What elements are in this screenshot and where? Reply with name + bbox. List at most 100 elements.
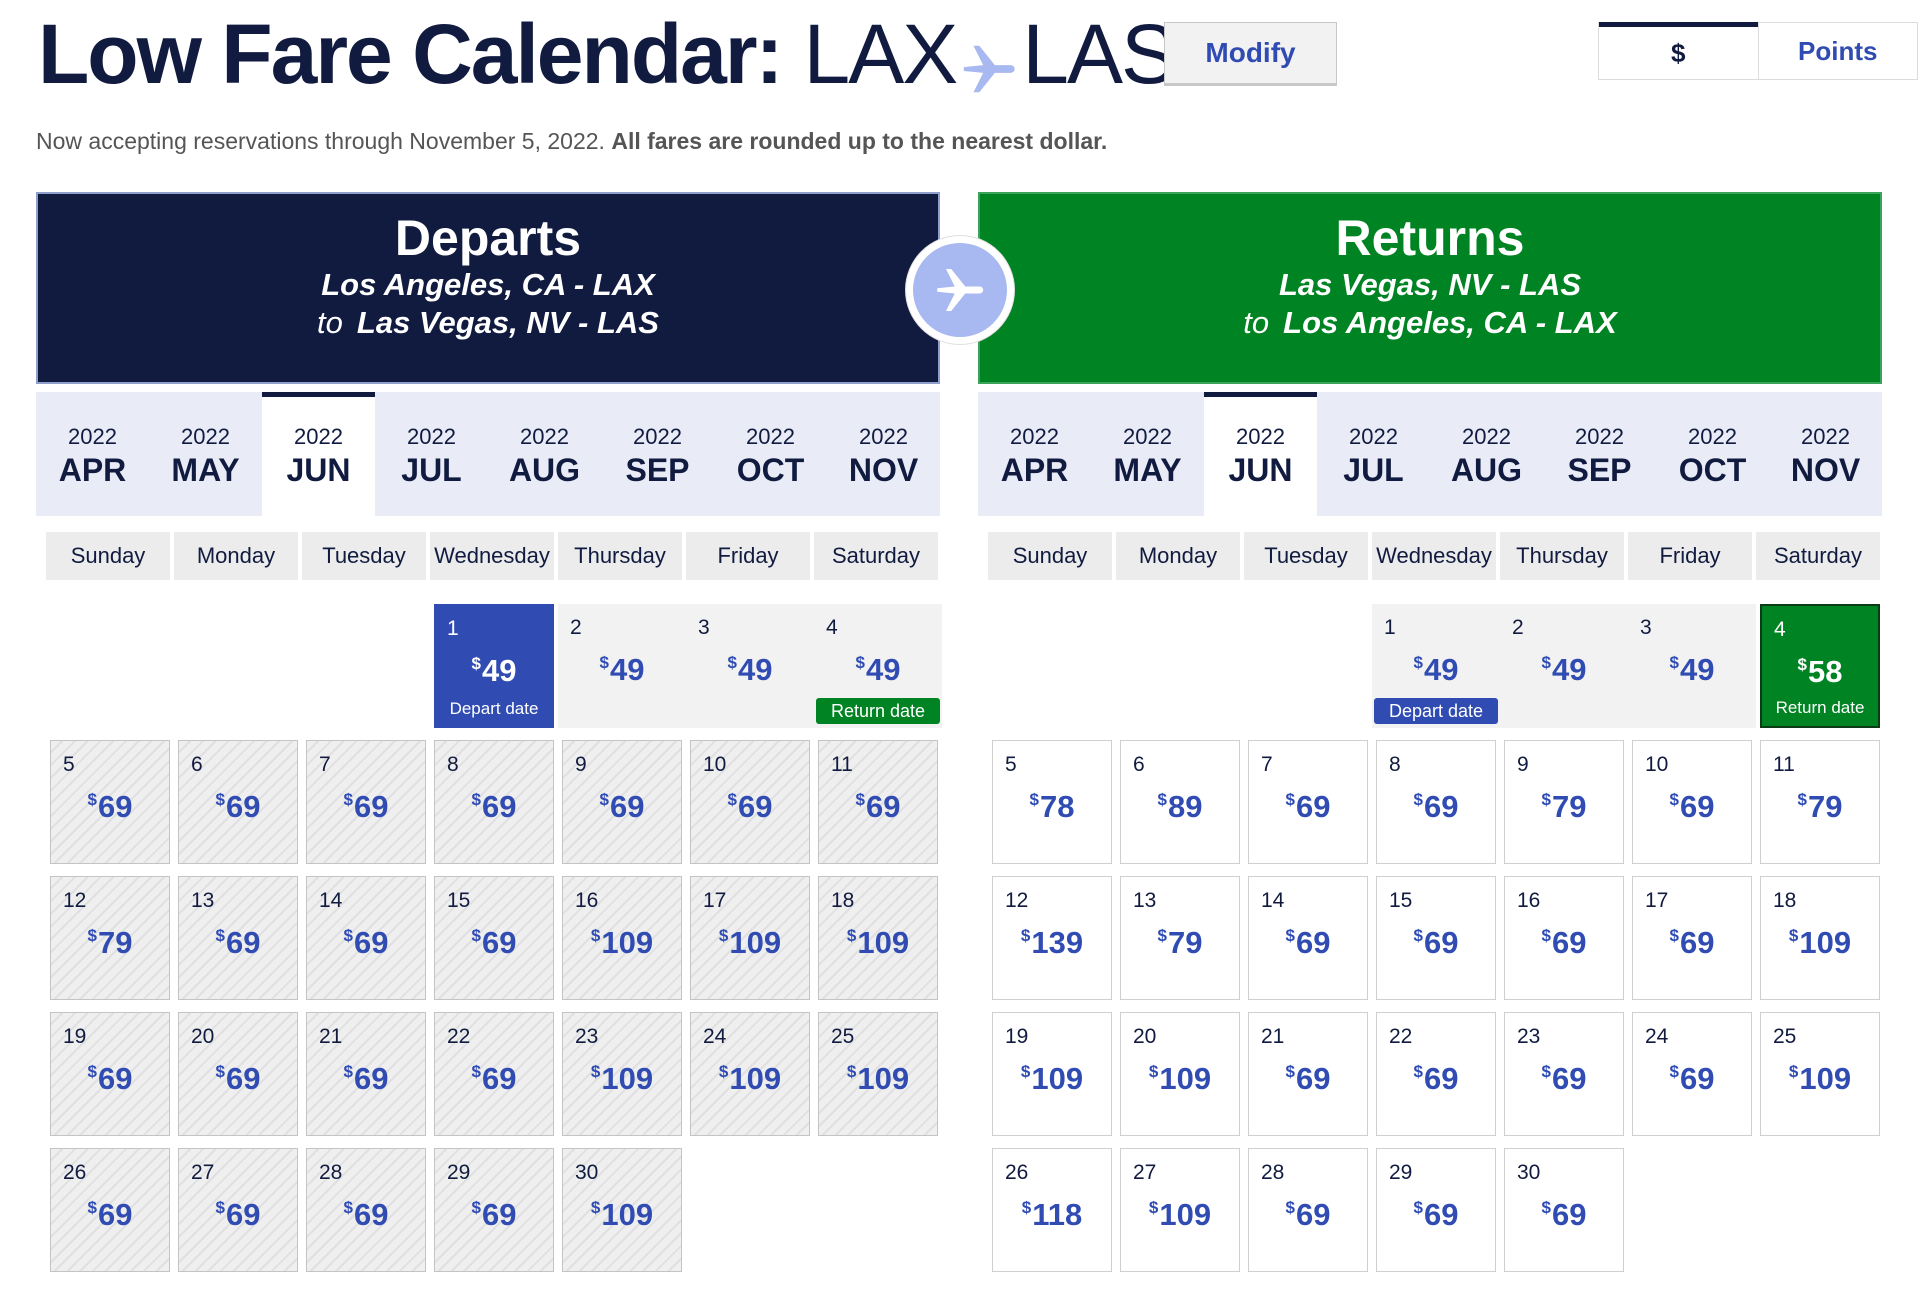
depart-day-14[interactable]: 14 $69 bbox=[306, 876, 426, 1000]
return-day-23[interactable]: 23 $69 bbox=[1504, 1012, 1624, 1136]
return-day-16[interactable]: 16 $69 bbox=[1504, 876, 1624, 1000]
fare-amount: 109 bbox=[1799, 1061, 1852, 1096]
return-day-2[interactable]: 2 $49 bbox=[1500, 604, 1628, 728]
month-year: 2022 bbox=[859, 424, 908, 449]
depart-month-tab-apr[interactable]: 2022 APR bbox=[36, 392, 149, 516]
depart-day-3[interactable]: 3 $49 bbox=[686, 604, 814, 728]
return-day-5[interactable]: 5 $78 bbox=[992, 740, 1112, 864]
depart-month-tab-oct[interactable]: 2022 OCT bbox=[714, 392, 827, 516]
fare-amount: 69 bbox=[481, 1197, 517, 1232]
currency-symbol: $ bbox=[1413, 1198, 1423, 1217]
depart-day-19[interactable]: 19 $69 bbox=[50, 1012, 170, 1136]
return-day-6[interactable]: 6 $89 bbox=[1120, 740, 1240, 864]
return-day-9[interactable]: 9 $79 bbox=[1504, 740, 1624, 864]
currency-symbol: $ bbox=[87, 1062, 97, 1081]
depart-day-21[interactable]: 21 $69 bbox=[306, 1012, 426, 1136]
return-day-17[interactable]: 17 $69 bbox=[1632, 876, 1752, 1000]
fare-price: $69 bbox=[179, 925, 297, 961]
depart-day-20[interactable]: 20 $69 bbox=[178, 1012, 298, 1136]
currency-symbol: $ bbox=[1413, 790, 1423, 809]
return-month-tab-may[interactable]: 2022 MAY bbox=[1091, 392, 1204, 516]
depart-day-15[interactable]: 15 $69 bbox=[434, 876, 554, 1000]
return-month-tab-jun[interactable]: 2022 JUN bbox=[1204, 392, 1317, 516]
depart-day-10[interactable]: 10 $69 bbox=[690, 740, 810, 864]
depart-day-8[interactable]: 8 $69 bbox=[434, 740, 554, 864]
depart-day-9[interactable]: 9 $69 bbox=[562, 740, 682, 864]
return-month-tab-nov[interactable]: 2022 NOV bbox=[1769, 392, 1882, 516]
return-day-19[interactable]: 19 $109 bbox=[992, 1012, 1112, 1136]
depart-day-5[interactable]: 5 $69 bbox=[50, 740, 170, 864]
depart-month-tab-nov[interactable]: 2022 NOV bbox=[827, 392, 940, 516]
return-day-21[interactable]: 21 $69 bbox=[1248, 1012, 1368, 1136]
return-day-24[interactable]: 24 $69 bbox=[1632, 1012, 1752, 1136]
currency-symbol: $ bbox=[343, 926, 353, 945]
depart-day-13[interactable]: 13 $69 bbox=[178, 876, 298, 1000]
return-day-7[interactable]: 7 $69 bbox=[1248, 740, 1368, 864]
return-day-3[interactable]: 3 $49 bbox=[1628, 604, 1756, 728]
fare-price: $69 bbox=[1377, 925, 1495, 961]
month-name: JUL bbox=[1343, 452, 1404, 488]
depart-day-29[interactable]: 29 $69 bbox=[434, 1148, 554, 1272]
depart-day-17[interactable]: 17 $109 bbox=[690, 876, 810, 1000]
return-day-22[interactable]: 22 $69 bbox=[1376, 1012, 1496, 1136]
return-day-27[interactable]: 27 $109 bbox=[1120, 1148, 1240, 1272]
return-day-12[interactable]: 12 $139 bbox=[992, 876, 1112, 1000]
modify-button[interactable]: Modify bbox=[1164, 22, 1337, 86]
day-number: 6 bbox=[1133, 753, 1145, 776]
return-day-29[interactable]: 29 $69 bbox=[1376, 1148, 1496, 1272]
fare-amount: 109 bbox=[1799, 925, 1852, 960]
return-day-25[interactable]: 25 $109 bbox=[1760, 1012, 1880, 1136]
depart-day-18[interactable]: 18 $109 bbox=[818, 876, 938, 1000]
depart-month-tab-sep[interactable]: 2022 SEP bbox=[601, 392, 714, 516]
depart-month-tab-aug[interactable]: 2022 AUG bbox=[488, 392, 601, 516]
depart-month-tab-jun[interactable]: 2022 JUN bbox=[262, 392, 375, 516]
depart-day-23[interactable]: 23 $109 bbox=[562, 1012, 682, 1136]
return-month-tab-apr[interactable]: 2022 APR bbox=[978, 392, 1091, 516]
depart-day-1[interactable]: 1 $49 Depart date bbox=[434, 604, 554, 728]
depart-day-27[interactable]: 27 $69 bbox=[178, 1148, 298, 1272]
depart-day-6[interactable]: 6 $69 bbox=[178, 740, 298, 864]
fare-price: $69 bbox=[1249, 1061, 1367, 1097]
depart-day-26[interactable]: 26 $69 bbox=[50, 1148, 170, 1272]
currency-symbol: $ bbox=[215, 1198, 225, 1217]
return-day-26[interactable]: 26 $118 bbox=[992, 1148, 1112, 1272]
depart-day-28[interactable]: 28 $69 bbox=[306, 1148, 426, 1272]
depart-day-25[interactable]: 25 $109 bbox=[818, 1012, 938, 1136]
depart-day-11[interactable]: 11 $69 bbox=[818, 740, 938, 864]
return-day-18[interactable]: 18 $109 bbox=[1760, 876, 1880, 1000]
depart-day-2[interactable]: 2 $49 bbox=[558, 604, 686, 728]
return-month-tab-sep[interactable]: 2022 SEP bbox=[1543, 392, 1656, 516]
return-day-13[interactable]: 13 $79 bbox=[1120, 876, 1240, 1000]
return-day-20[interactable]: 20 $109 bbox=[1120, 1012, 1240, 1136]
depart-month-tab-may[interactable]: 2022 MAY bbox=[149, 392, 262, 516]
return-day-14[interactable]: 14 $69 bbox=[1248, 876, 1368, 1000]
currency-points-option[interactable]: Points bbox=[1757, 22, 1917, 79]
return-day-10[interactable]: 10 $69 bbox=[1632, 740, 1752, 864]
return-day-15[interactable]: 15 $69 bbox=[1376, 876, 1496, 1000]
depart-day-7[interactable]: 7 $69 bbox=[306, 740, 426, 864]
depart-month-tab-jul[interactable]: 2022 JUL bbox=[375, 392, 488, 516]
return-month-tab-oct[interactable]: 2022 OCT bbox=[1656, 392, 1769, 516]
depart-day-12[interactable]: 12 $79 bbox=[50, 876, 170, 1000]
return-day-1[interactable]: 1 $49 Depart date bbox=[1372, 604, 1500, 728]
return-month-tab-jul[interactable]: 2022 JUL bbox=[1317, 392, 1430, 516]
currency-symbol: $ bbox=[1285, 926, 1295, 945]
day-number: 10 bbox=[1645, 753, 1669, 776]
currency-symbol: $ bbox=[1021, 1198, 1032, 1217]
depart-day-4[interactable]: 4 $49 Return date bbox=[814, 604, 942, 728]
currency-dollars-option[interactable]: $ bbox=[1599, 22, 1758, 79]
return-day-11[interactable]: 11 $79 bbox=[1760, 740, 1880, 864]
return-day-30[interactable]: 30 $69 bbox=[1504, 1148, 1624, 1272]
month-year: 2022 bbox=[1349, 424, 1398, 449]
depart-day-16[interactable]: 16 $109 bbox=[562, 876, 682, 1000]
depart-day-24[interactable]: 24 $109 bbox=[690, 1012, 810, 1136]
return-day-28[interactable]: 28 $69 bbox=[1248, 1148, 1368, 1272]
return-day-8[interactable]: 8 $69 bbox=[1376, 740, 1496, 864]
depart-day-30[interactable]: 30 $109 bbox=[562, 1148, 682, 1272]
return-day-4[interactable]: 4 $58 Return date bbox=[1760, 604, 1880, 728]
notice-text: Now accepting reservations through Novem… bbox=[36, 128, 605, 154]
return-month-tab-aug[interactable]: 2022 AUG bbox=[1430, 392, 1543, 516]
depart-day-22[interactable]: 22 $69 bbox=[434, 1012, 554, 1136]
currency-symbol: $ bbox=[1157, 926, 1167, 945]
fare-price: $89 bbox=[1121, 789, 1239, 825]
